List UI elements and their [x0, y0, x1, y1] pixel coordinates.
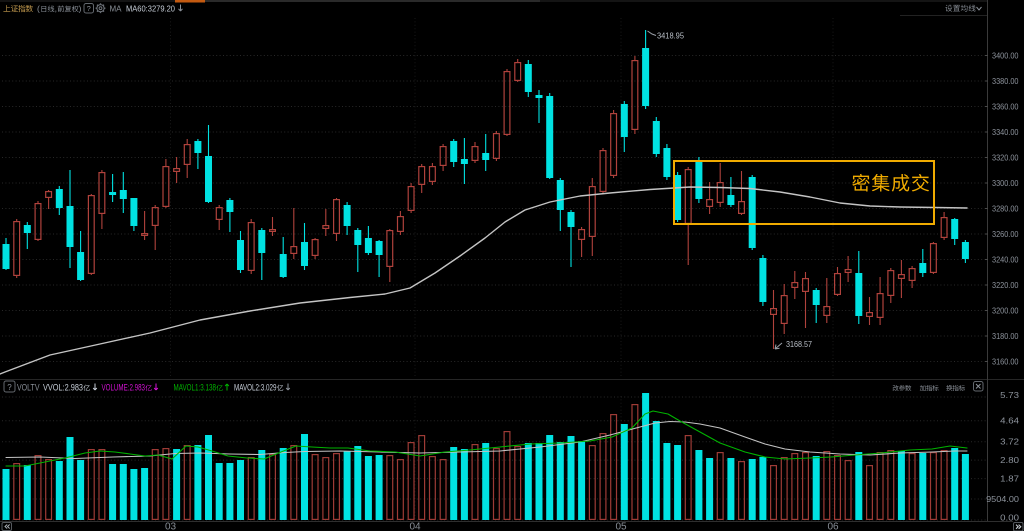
svg-text:3220.00: 3220.00: [992, 280, 1019, 290]
svg-text:?: ?: [7, 383, 12, 392]
svg-text:03: 03: [165, 522, 177, 531]
svg-text:?: ?: [87, 4, 91, 13]
svg-text:1.87: 1.87: [1000, 474, 1019, 483]
svg-text:3300.00: 3300.00: [992, 178, 1019, 188]
svg-text:MAVOL2:3.029: MAVOL2:3.029: [234, 383, 277, 393]
svg-text:3.72: 3.72: [1000, 438, 1019, 447]
svg-text:3360.00: 3360.00: [992, 101, 1019, 111]
svg-text:): ): [79, 4, 82, 14]
svg-text:2.80: 2.80: [1000, 456, 1019, 465]
svg-text:(: (: [37, 4, 40, 14]
svg-text:,: ,: [55, 4, 57, 14]
svg-text:9504.00: 9504.00: [986, 495, 1020, 504]
svg-text:3168.57: 3168.57: [786, 339, 812, 349]
svg-text:MAVOL1:3.138: MAVOL1:3.138: [174, 383, 217, 393]
svg-text:3240.00: 3240.00: [992, 254, 1019, 264]
svg-text:3200.00: 3200.00: [992, 305, 1019, 315]
svg-text:3320.00: 3320.00: [992, 152, 1019, 162]
svg-text:3160.00: 3160.00: [992, 356, 1019, 366]
svg-text:0.00: 0.00: [1000, 513, 1019, 522]
svg-text:3418.95: 3418.95: [657, 31, 684, 41]
svg-text:5.73: 5.73: [1000, 391, 1019, 400]
svg-text:3280.00: 3280.00: [992, 203, 1019, 213]
svg-text:04: 04: [409, 522, 421, 531]
svg-text:3340.00: 3340.00: [992, 127, 1019, 137]
svg-text:3260.00: 3260.00: [992, 229, 1019, 239]
svg-text:3400.00: 3400.00: [992, 50, 1019, 60]
svg-text:MA60:3279.20: MA60:3279.20: [126, 4, 175, 14]
svg-text:VOLUME:2.983: VOLUME:2.983: [102, 383, 146, 393]
svg-text:3180.00: 3180.00: [992, 331, 1019, 341]
svg-text:05: 05: [615, 522, 627, 531]
svg-text:4.64: 4.64: [1000, 417, 1019, 426]
svg-text:3380.00: 3380.00: [992, 76, 1019, 86]
svg-text:VOLTV: VOLTV: [17, 383, 40, 393]
svg-text:VVOL:2.983: VVOL:2.983: [43, 383, 83, 393]
svg-text:06: 06: [827, 522, 839, 531]
svg-text:MA: MA: [110, 4, 122, 14]
